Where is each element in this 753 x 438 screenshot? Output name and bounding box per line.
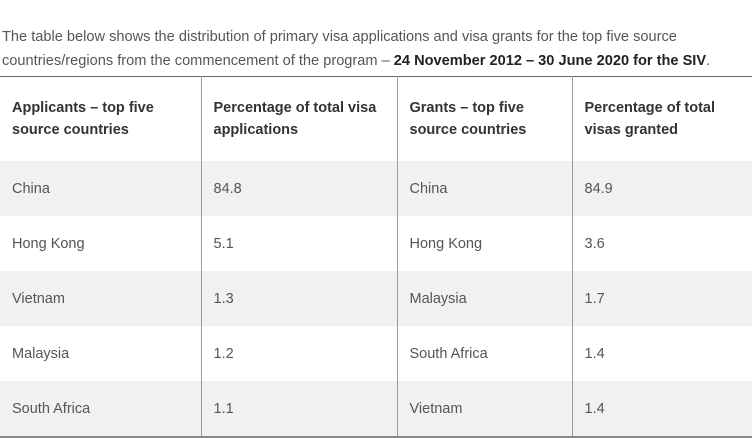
- table-row: South Africa 1.1 Vietnam 1.4: [0, 381, 752, 437]
- grant-country-cell: Vietnam: [396, 381, 572, 437]
- grants-pct-cell: 1.4: [571, 381, 752, 437]
- visa-distribution-table: Applicants – top five source countries P…: [0, 76, 752, 438]
- header-row: Applicants – top five source countries P…: [0, 76, 752, 161]
- grant-country-cell: South Africa: [396, 326, 572, 381]
- table-row: China 84.8 China 84.9: [0, 161, 752, 216]
- grant-country-cell: Malaysia: [396, 271, 572, 326]
- grants-pct-cell: 1.7: [571, 271, 752, 326]
- applicant-country-cell: Vietnam: [12, 290, 65, 307]
- applications-pct-cell: 84.8: [200, 161, 397, 216]
- table-row: Malaysia 1.2 South Africa 1.4: [0, 326, 752, 381]
- grant-country-cell: Hong Kong: [396, 216, 572, 271]
- header-pct-applications: Percentage of total visa applications: [200, 76, 397, 161]
- intro-paragraph: The table below shows the distribution o…: [2, 25, 753, 73]
- intro-text: The table below shows the distribution o…: [2, 28, 677, 69]
- applications-pct-cell: 1.3: [200, 271, 397, 326]
- applications-pct-cell: 5.1: [200, 216, 397, 271]
- grants-pct-cell: 84.9: [571, 161, 752, 216]
- grants-pct-cell: 3.6: [571, 216, 752, 271]
- applications-pct-cell: 1.2: [200, 326, 397, 381]
- applicant-country-cell: South Africa: [12, 400, 91, 417]
- table-row: Vietnam 1.3 Malaysia 1.7: [0, 271, 752, 326]
- applications-pct-cell: 1.1: [200, 381, 397, 437]
- intro-end: .: [706, 52, 711, 69]
- grant-country-cell: China: [396, 161, 572, 216]
- table-row: Hong Kong 5.1 Hong Kong 3.6: [0, 216, 752, 271]
- header-grants: Grants – top five source countries: [396, 76, 572, 161]
- applicant-country-cell: Malaysia: [12, 345, 70, 362]
- intro-date-range: 24 November 2012 – 30 June 2020 for the …: [393, 52, 707, 69]
- header-pct-granted: Percentage of total visas granted: [571, 76, 752, 161]
- applicant-country-cell: China: [12, 180, 50, 197]
- header-applicants: Applicants – top five source countries: [12, 100, 154, 138]
- grants-pct-cell: 1.4: [571, 326, 752, 381]
- applicant-country-cell: Hong Kong: [12, 235, 85, 252]
